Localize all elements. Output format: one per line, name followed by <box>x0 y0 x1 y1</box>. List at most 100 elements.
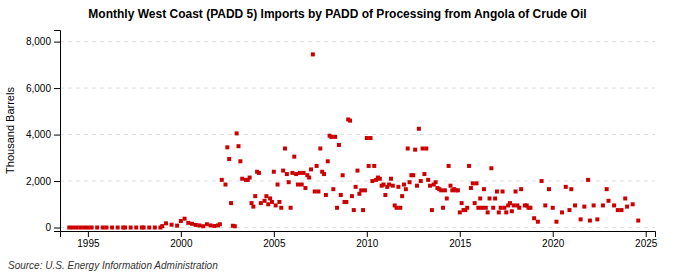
point <box>227 157 231 161</box>
point <box>488 196 492 200</box>
point <box>86 226 90 230</box>
x-tick-label: 2005 <box>263 238 286 249</box>
point <box>75 226 79 230</box>
point <box>465 206 469 210</box>
point <box>508 201 512 205</box>
point <box>229 201 233 205</box>
point <box>370 179 374 183</box>
x-tick-label: 2010 <box>356 238 379 249</box>
x-tick-label: 2025 <box>635 238 658 249</box>
point <box>476 206 480 210</box>
point <box>303 186 307 190</box>
point <box>292 155 296 159</box>
point <box>270 200 274 204</box>
point <box>595 217 599 221</box>
y-tick: 6,000 <box>26 83 60 94</box>
point <box>71 226 75 230</box>
point <box>586 178 590 182</box>
x-tick-label: 1995 <box>77 238 100 249</box>
chart: 199520002005201020152020202502,0004,0006… <box>0 0 675 275</box>
point <box>430 208 434 212</box>
point <box>322 172 326 176</box>
x-tick-mark <box>460 231 461 237</box>
point <box>290 171 294 175</box>
point <box>469 186 473 190</box>
y-tick-mark <box>54 88 60 89</box>
point <box>170 223 174 227</box>
x-tick-mark <box>181 231 182 237</box>
x-tick-mark <box>367 231 368 237</box>
point <box>411 173 415 177</box>
point <box>625 205 629 209</box>
point <box>363 188 367 192</box>
point <box>95 226 99 230</box>
point <box>289 206 293 210</box>
point <box>367 164 371 168</box>
point <box>164 221 168 225</box>
point <box>582 205 586 209</box>
x-tick: 2025 <box>635 231 658 249</box>
point <box>443 188 447 192</box>
point <box>579 217 583 221</box>
point <box>404 187 408 191</box>
point <box>480 206 484 210</box>
point <box>279 206 283 210</box>
point <box>354 185 358 189</box>
point <box>209 223 213 227</box>
x-tick: 2020 <box>542 231 565 249</box>
y-tick-label: 0 <box>45 222 51 233</box>
point <box>348 119 352 123</box>
point <box>398 206 402 210</box>
point <box>153 226 157 230</box>
y-tick: 8,000 <box>26 36 60 47</box>
point <box>296 183 300 187</box>
point <box>478 196 482 200</box>
point <box>564 185 568 189</box>
point <box>536 220 540 224</box>
point <box>287 180 291 184</box>
point <box>212 224 216 228</box>
point <box>382 183 386 187</box>
point <box>329 135 333 139</box>
point <box>504 210 508 214</box>
points <box>67 52 640 229</box>
point <box>607 199 611 203</box>
point <box>238 159 242 163</box>
point <box>482 187 486 191</box>
point <box>110 226 114 230</box>
point <box>428 184 432 188</box>
point <box>101 226 105 230</box>
point <box>484 206 488 210</box>
point <box>519 187 523 191</box>
point <box>395 206 399 210</box>
y-axis-title: Thousand Barrels <box>4 87 16 174</box>
point <box>532 216 536 220</box>
point <box>294 172 298 176</box>
point <box>540 179 544 183</box>
point <box>78 226 82 230</box>
point <box>415 184 419 188</box>
point <box>383 193 387 197</box>
point <box>497 210 501 214</box>
point <box>543 203 547 207</box>
point <box>636 219 640 223</box>
point <box>283 147 287 151</box>
point <box>501 189 505 193</box>
point <box>341 173 345 177</box>
point <box>311 52 315 56</box>
point <box>475 181 479 185</box>
point <box>318 147 322 151</box>
point <box>337 143 341 147</box>
point <box>352 208 356 212</box>
point <box>491 206 495 210</box>
point <box>361 208 365 212</box>
point <box>253 194 257 198</box>
point <box>266 202 270 206</box>
point <box>514 189 518 193</box>
point <box>335 206 339 210</box>
grid <box>60 42 655 228</box>
point <box>396 185 400 189</box>
point <box>315 164 319 168</box>
point <box>434 180 438 184</box>
point <box>263 199 267 203</box>
